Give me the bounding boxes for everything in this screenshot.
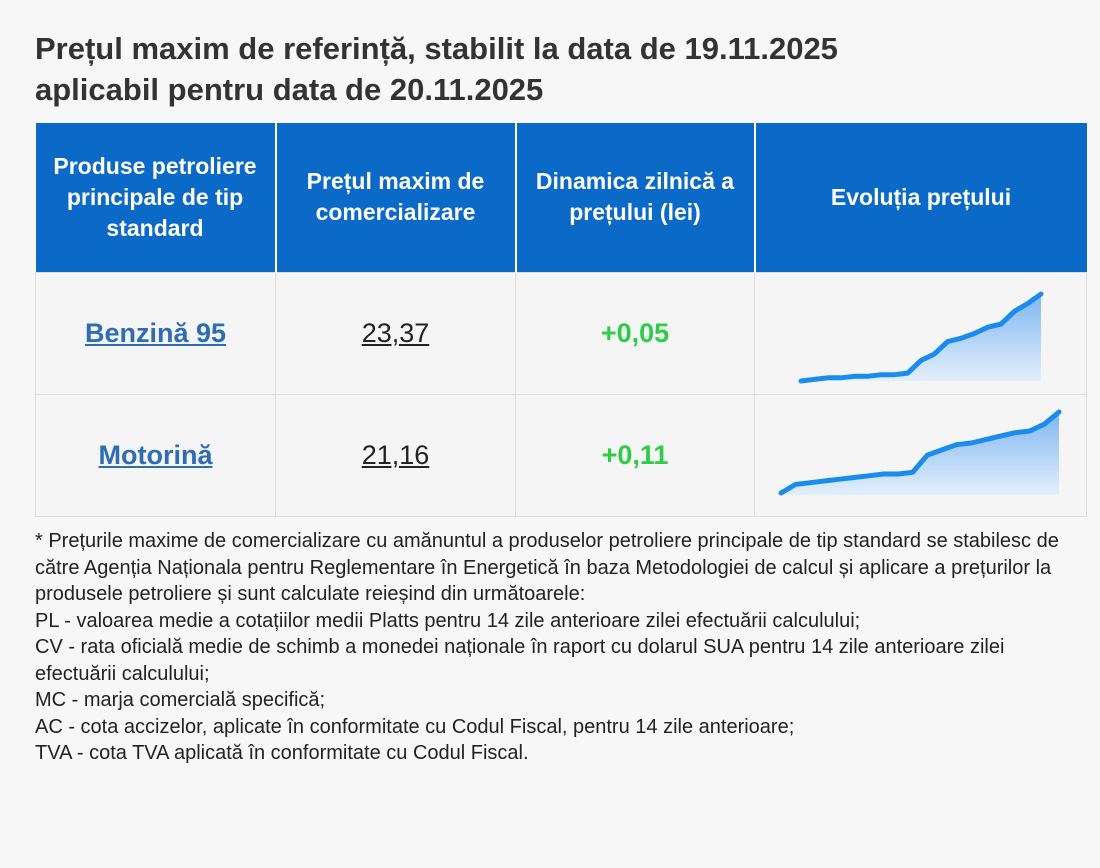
header-cell: Evoluția prețului [754, 123, 1087, 272]
trend-line [798, 291, 1044, 383]
trend-cell [754, 393, 1087, 517]
trend-area [781, 411, 1059, 495]
header-cell: Produse petroliere principale de tip sta… [35, 123, 277, 272]
product-link[interactable]: Motorină [98, 439, 213, 470]
price: 21,16 [361, 439, 430, 470]
price: 23,37 [361, 317, 430, 348]
footnote-line: AC - cota accizelor, aplicate în conform… [35, 715, 795, 738]
sparkline [778, 409, 1062, 495]
title-line: Prețul maxim de referință, stabilit la d… [35, 31, 838, 66]
footnote: * Prețurile maxime de comercializare cu … [35, 528, 1075, 767]
change-cell: +0,05 [515, 271, 755, 395]
header-cell: Prețul maxim de comercializare [275, 123, 517, 272]
change-cell: +0,11 [515, 393, 755, 517]
table-row: Benzină 95 23,37 +0,05 [35, 271, 1087, 395]
footnote-line: PL - valoarea medie a cotațiilor medii P… [35, 609, 861, 632]
footnote-line: TVA - cota TVA aplicată în conformitate … [35, 742, 529, 764]
sparkline [798, 291, 1044, 383]
product-link[interactable]: Benzină 95 [84, 317, 227, 348]
footnote-line: MC - marja comercială specifică; [35, 689, 326, 711]
page-title: Prețul maxim de referință, stabilit la d… [35, 28, 1075, 110]
price-table: Produse petroliere principale de tip sta… [35, 123, 1087, 517]
title-line: aplicabil pentru data de 20.11.2025 [35, 72, 544, 107]
footnote-line: * Prețurile maxime de comercializare cu … [35, 530, 1059, 605]
header-cell: Dinamica zilnică a prețului (lei) [515, 123, 756, 272]
trend-cell [754, 271, 1087, 395]
trend-line [778, 409, 1062, 495]
header-row: Produse petroliere principale de tip sta… [35, 123, 1087, 272]
table-row: Motorină 21,16 +0,11 [35, 393, 1087, 517]
price-cell: 23,37 [275, 271, 516, 395]
product-cell: Benzină 95 [35, 271, 276, 395]
price-cell: 21,16 [275, 393, 516, 517]
product-cell: Motorină [35, 393, 276, 517]
trend-area [801, 293, 1041, 381]
footnote-line: CV - rata oficială medie de schimb a mon… [35, 636, 1005, 685]
